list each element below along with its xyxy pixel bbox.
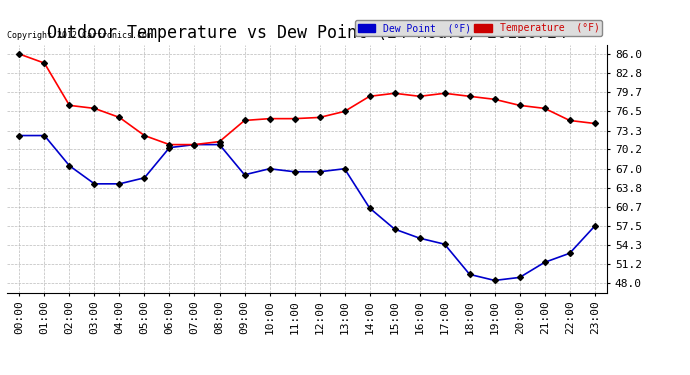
Title: Outdoor Temperature vs Dew Point (24 Hours) 20120724: Outdoor Temperature vs Dew Point (24 Hou… (47, 24, 567, 42)
Text: Copyright 2012 Cartronics.com: Copyright 2012 Cartronics.com (7, 31, 152, 40)
Legend: Dew Point  (°F), Temperature  (°F): Dew Point (°F), Temperature (°F) (355, 20, 602, 36)
